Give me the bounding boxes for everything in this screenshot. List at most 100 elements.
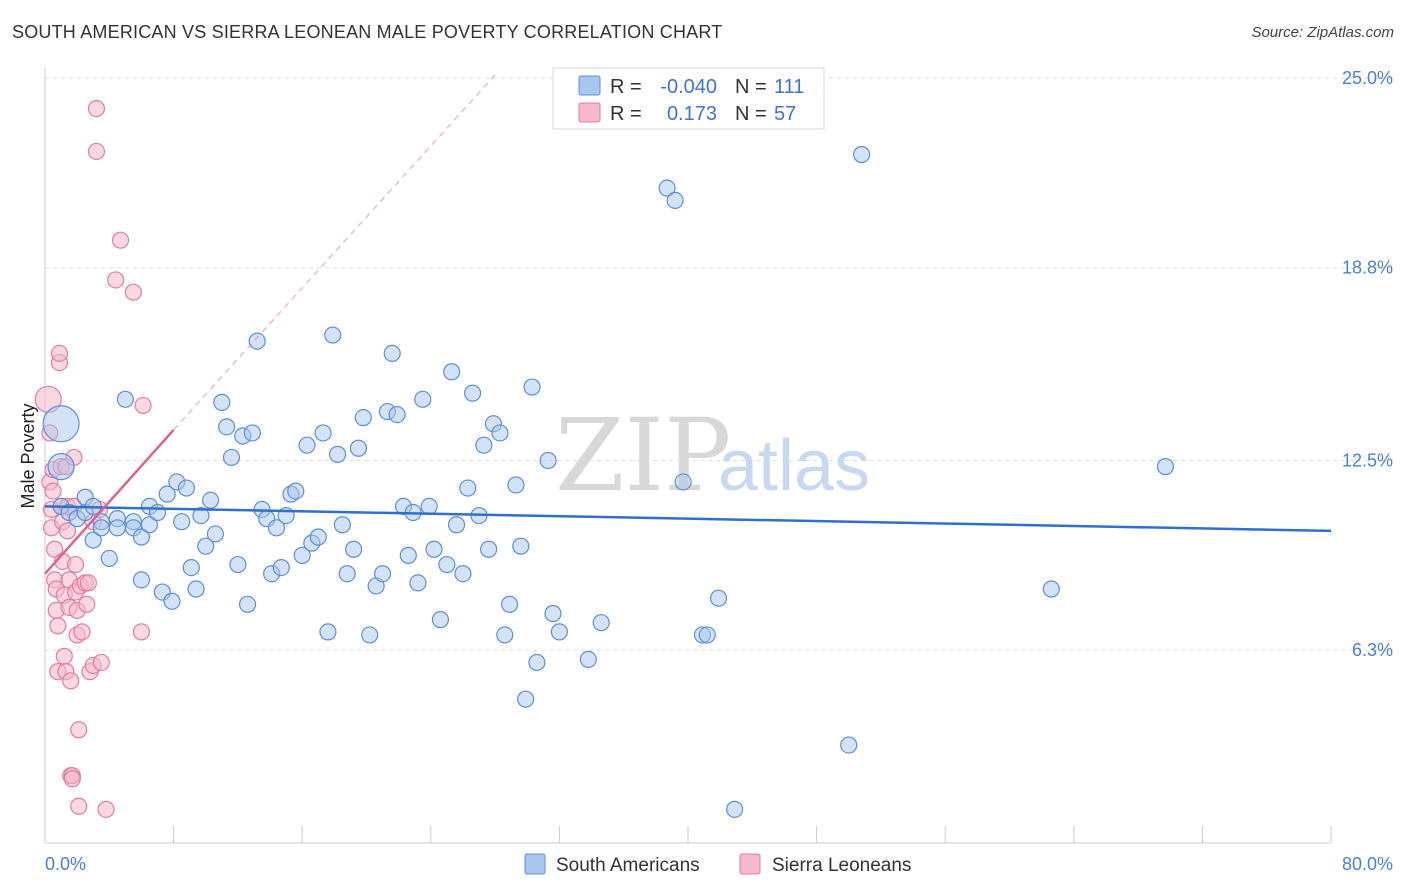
data-point-sierra-leonean <box>92 653 110 672</box>
data-point-south-american <box>349 439 368 457</box>
data-point-south-american <box>420 497 438 515</box>
data-point-south-american <box>132 528 151 546</box>
data-point-sierra-leonean <box>132 623 151 641</box>
data-point-south-american <box>658 179 676 197</box>
series-legend: South Americans Sierra Leoneans <box>524 853 911 876</box>
data-point-south-american <box>463 384 482 402</box>
data-point-south-american <box>100 549 118 568</box>
data-point-south-american <box>388 406 406 424</box>
x-tick-label-max: 80.0% <box>1342 854 1393 874</box>
data-point-south-american <box>248 332 266 350</box>
data-point-sierra-leonean <box>97 800 115 818</box>
y-tick-label: 6.3% <box>1352 640 1393 660</box>
legend-swatch-pink <box>578 102 601 123</box>
x-tick-label-min: 0.0% <box>45 854 86 874</box>
data-point-sierra-leonean <box>70 721 88 739</box>
data-point-south-american <box>592 614 610 632</box>
data-point-south-american <box>333 516 351 534</box>
data-point-sierra-leonean <box>58 522 77 540</box>
data-point-south-american <box>272 558 290 577</box>
grid-lines <box>45 77 1392 651</box>
data-point-south-american <box>475 436 493 454</box>
watermark-zip: ZIP <box>555 397 731 514</box>
data-point-south-american <box>454 565 472 583</box>
data-point-south-american <box>238 595 257 613</box>
data-point-south-american <box>182 558 200 577</box>
data-point-sierra-leonean <box>50 344 69 362</box>
legend-r-label-2: R = <box>610 103 642 125</box>
data-point-south-american <box>84 531 102 549</box>
data-point-south-american <box>709 589 728 607</box>
data-point-south-american <box>338 565 356 583</box>
data-point-south-american <box>447 516 466 534</box>
data-point-south-american <box>222 448 241 467</box>
data-point-south-american <box>373 565 392 583</box>
data-point-sierra-leonean <box>107 271 125 289</box>
data-point-sierra-leonean <box>78 595 96 613</box>
data-point-south-american <box>500 595 519 613</box>
legend-r-value-2: 0.173 <box>667 103 717 125</box>
data-point-south-american <box>108 519 126 537</box>
data-point-south-american <box>1156 458 1175 476</box>
data-point-sierra-leonean <box>62 672 80 690</box>
legend-n-value-2: 57 <box>774 103 796 125</box>
data-point-south-american <box>324 326 342 344</box>
data-point-south-american <box>197 537 215 555</box>
data-point-south-american <box>579 650 597 669</box>
data-point-sierra-leonean <box>46 540 64 558</box>
data-point-sierra-leonean <box>44 482 62 500</box>
data-point-south-american <box>544 604 562 623</box>
data-point-south-american <box>319 623 337 641</box>
data-point-south-american <box>507 476 525 494</box>
data-point-south-american <box>674 473 692 491</box>
data-point-sierra-leonean <box>79 574 98 592</box>
data-point-south-american <box>512 537 530 555</box>
data-point-south-american <box>438 555 456 574</box>
series-legend-swatch-pink <box>739 853 761 875</box>
data-point-sierra-leonean <box>87 99 106 118</box>
data-point-sierra-leonean <box>87 142 106 161</box>
data-point-south-american <box>92 519 110 537</box>
data-point-south-american <box>192 506 210 525</box>
data-point-sierra-leonean <box>111 231 130 249</box>
data-point-south-american <box>523 378 541 396</box>
data-point-south-american <box>328 445 347 463</box>
data-point-south-american <box>158 485 176 503</box>
data-point-south-american <box>140 516 159 534</box>
data-point-south-american <box>287 482 305 500</box>
data-point-south-american <box>229 555 247 574</box>
legend-r-value-1: -0.040 <box>660 76 717 98</box>
data-point-south-american <box>666 191 684 209</box>
data-point-south-american <box>345 540 363 558</box>
data-point-south-american <box>132 571 151 589</box>
data-point-south-american <box>163 592 181 610</box>
data-point-south-american <box>840 736 858 754</box>
trend-line-south-americans <box>44 505 1332 533</box>
y-axis-label: Male Poverty <box>18 403 38 508</box>
watermark-atlas: atlas <box>718 426 870 506</box>
data-point-south-american <box>539 451 557 470</box>
data-point-south-american <box>354 409 372 427</box>
data-point-south-american <box>853 145 871 164</box>
data-point-south-american <box>206 525 224 543</box>
data-point-south-american <box>293 546 311 564</box>
data-point-south-american <box>550 623 569 641</box>
data-point-sierra-leonean <box>73 623 91 641</box>
legend-swatch-blue <box>578 75 601 96</box>
data-point-south-american <box>459 479 477 497</box>
data-point-south-american <box>383 344 401 362</box>
data-point-south-american <box>480 540 498 558</box>
y-tick-labels: 6.3% 12.5% 18.8% 25.0% <box>1342 68 1393 660</box>
series-legend-south-americans: South Americans <box>556 855 700 876</box>
y-tick-label: 25.0% <box>1342 68 1393 88</box>
series-south-americans <box>42 145 1175 818</box>
axes <box>44 68 1332 844</box>
data-point-south-american <box>726 800 744 818</box>
data-point-south-american <box>267 519 286 537</box>
data-point-south-american <box>309 528 327 546</box>
x-tick-labels: 0.0% 80.0% <box>45 854 1393 874</box>
y-tick-label: 18.8% <box>1342 258 1393 278</box>
data-point-south-american <box>409 574 427 592</box>
legend-n-value-1: 111 <box>774 76 804 98</box>
data-point-south-american <box>361 626 379 644</box>
